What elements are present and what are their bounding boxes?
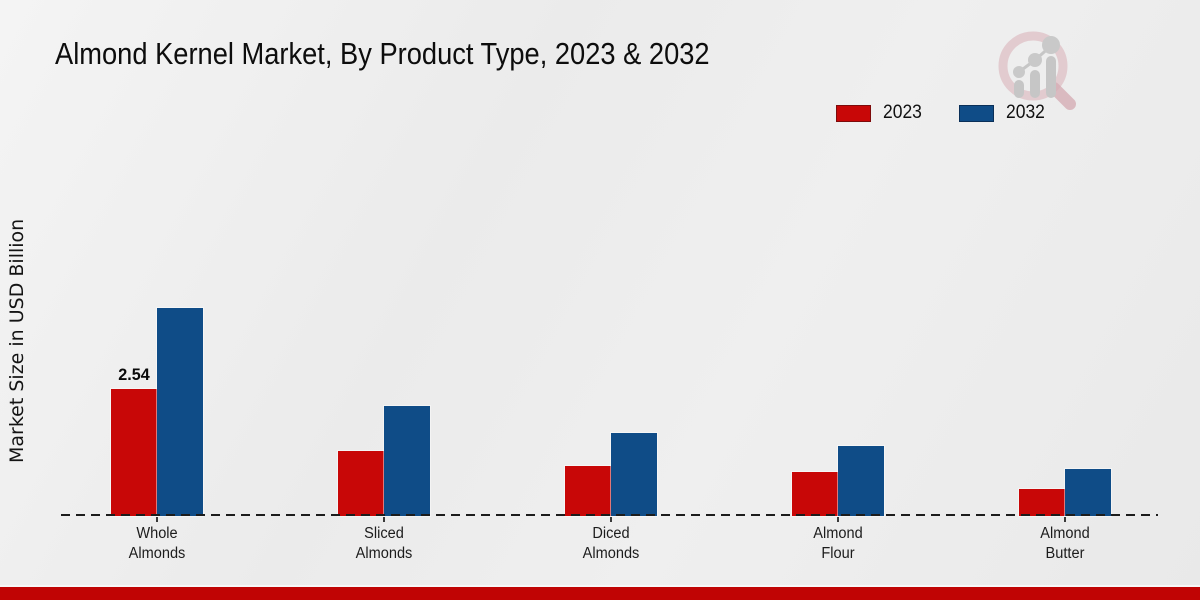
bar-2032-whole-almonds: [155, 307, 204, 517]
bar-2032-sliced-almonds: [382, 405, 431, 517]
chart-title: Almond Kernel Market, By Product Type, 2…: [55, 36, 710, 71]
legend-item-2032: 2032: [959, 102, 1048, 124]
legend-swatch-2023: [836, 104, 871, 122]
x-axis-tick-diced-almonds: [609, 517, 612, 522]
x-axis-tick-almond-flour: [837, 517, 840, 522]
legend-swatch-2032: [959, 104, 995, 122]
bar-2032-almond-butter: [1064, 468, 1113, 517]
bar-2032-almond-flour: [837, 445, 886, 517]
x-axis-tick-sliced-almonds: [382, 517, 385, 522]
bar-2032-diced-almonds: [609, 432, 658, 517]
magnifier-bar-chart-logo-icon: [998, 31, 1076, 110]
footer-divider: [0, 585, 1200, 587]
x-axis-tick-whole-almonds: [155, 517, 158, 522]
bar-2023-almond-flour: [791, 471, 840, 517]
bar-2023-whole-almonds: [109, 388, 158, 517]
legend-label-2023: 2023: [883, 102, 922, 123]
bar-value-label-2023-whole-almonds: 2.54: [117, 365, 150, 384]
bar-2023-sliced-almonds: [336, 450, 385, 517]
footer-brand-strip: [0, 587, 1200, 600]
x-axis-label-sliced-almonds: Sliced Almonds: [355, 525, 413, 562]
legend-item-2023: 2023: [836, 102, 925, 124]
x-axis-baseline: [61, 514, 1158, 516]
bar-2023-diced-almonds: [563, 465, 612, 517]
x-axis-label-almond-butter: Almond Butter: [1040, 525, 1091, 562]
legend-label-2032: 2032: [1006, 102, 1046, 123]
legend: 2023 2032: [836, 102, 1049, 124]
x-axis-label-diced-almonds: Diced Almonds: [582, 525, 640, 562]
x-axis-label-whole-almonds: Whole Almonds: [128, 525, 185, 562]
bar-2023-almond-butter: [1018, 488, 1067, 517]
x-axis-tick-almond-butter: [1064, 517, 1067, 522]
x-axis-label-almond-flour: Almond Flour: [813, 525, 863, 562]
